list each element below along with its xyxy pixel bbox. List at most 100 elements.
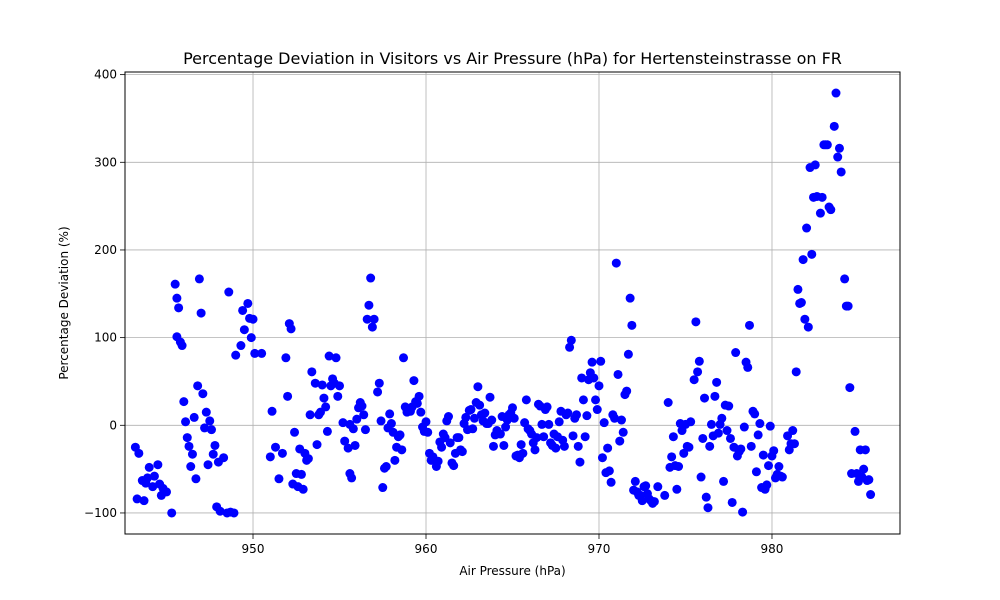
data-point: [596, 356, 606, 366]
data-point: [321, 402, 331, 412]
data-point: [416, 407, 426, 417]
data-point: [205, 416, 215, 426]
data-point: [864, 475, 874, 485]
data-point: [788, 426, 798, 436]
data-point: [132, 494, 142, 504]
data-point: [686, 417, 696, 427]
data-point: [580, 432, 590, 442]
data-point: [822, 140, 832, 150]
data-point: [703, 503, 713, 513]
data-point: [390, 455, 400, 465]
data-point: [793, 284, 803, 294]
data-point: [802, 223, 812, 233]
data-point: [248, 314, 258, 324]
data-point: [445, 438, 455, 448]
data-point: [518, 448, 528, 458]
data-point: [530, 445, 540, 455]
y-tick-label: 100: [94, 331, 117, 345]
data-point: [376, 416, 386, 426]
data-point: [679, 448, 689, 458]
data-point: [796, 298, 806, 308]
data-point: [340, 436, 350, 446]
data-point: [826, 205, 836, 215]
data-point: [565, 342, 575, 352]
data-point: [769, 446, 779, 456]
data-point: [322, 426, 332, 436]
data-point: [791, 367, 801, 377]
data-point: [516, 440, 526, 450]
data-point: [437, 442, 447, 452]
data-point: [758, 450, 768, 460]
data-point: [738, 507, 748, 517]
data-point: [208, 449, 218, 459]
data-point: [739, 422, 749, 432]
data-point: [774, 461, 784, 471]
data-point: [189, 412, 199, 422]
data-point: [466, 405, 476, 415]
data-point: [724, 401, 734, 411]
data-point: [582, 411, 592, 421]
data-point: [144, 462, 154, 472]
data-point: [473, 382, 483, 392]
y-tick-label: 200: [94, 243, 117, 257]
data-point: [250, 348, 260, 358]
data-point: [373, 387, 383, 397]
y-tick-label: 400: [94, 68, 117, 82]
data-point: [604, 466, 614, 476]
data-point: [764, 461, 774, 471]
data-point: [563, 408, 573, 418]
data-point: [672, 484, 682, 494]
data-point: [200, 423, 210, 433]
data-point: [751, 467, 761, 477]
data-point: [296, 469, 306, 479]
data-point: [193, 381, 203, 391]
axis-ticks: 950 960 970 980 −100 0 100 200 300 400: [84, 68, 783, 556]
data-point: [267, 406, 277, 416]
data-point: [693, 367, 703, 377]
data-point: [198, 389, 208, 399]
data-point: [587, 357, 597, 367]
data-point: [412, 398, 422, 408]
data-point: [831, 88, 841, 98]
data-point: [281, 353, 291, 363]
data-point: [559, 441, 569, 451]
data-point: [615, 436, 625, 446]
y-tick-label: 0: [109, 418, 117, 432]
data-point: [348, 424, 358, 434]
data-point: [433, 456, 443, 466]
data-point: [537, 419, 547, 429]
data-point: [803, 322, 813, 332]
data-point: [461, 412, 471, 422]
data-point: [196, 308, 206, 318]
data-point: [194, 274, 204, 284]
data-point: [305, 410, 315, 420]
data-point: [689, 375, 699, 385]
data-point: [485, 392, 495, 402]
data-point: [713, 428, 723, 438]
data-point: [495, 429, 505, 439]
data-point: [627, 320, 637, 330]
data-point: [219, 453, 229, 463]
data-point: [860, 445, 870, 455]
data-point: [186, 461, 196, 471]
data-point: [573, 441, 583, 451]
data-point: [229, 508, 239, 518]
data-point: [454, 433, 464, 443]
data-point: [845, 383, 855, 393]
data-point: [630, 476, 640, 486]
data-point: [501, 422, 511, 432]
data-point: [153, 460, 163, 470]
data-point: [592, 405, 602, 415]
data-point: [521, 395, 531, 405]
data-point: [725, 433, 735, 443]
data-point: [731, 348, 741, 358]
data-point: [736, 444, 746, 454]
y-tick-label: −100: [84, 506, 117, 520]
data-point: [443, 412, 453, 422]
data-point: [148, 482, 158, 492]
data-point: [367, 322, 377, 332]
data-point: [414, 391, 424, 401]
data-point: [181, 417, 191, 427]
data-point: [789, 439, 799, 449]
data-point: [134, 448, 144, 458]
